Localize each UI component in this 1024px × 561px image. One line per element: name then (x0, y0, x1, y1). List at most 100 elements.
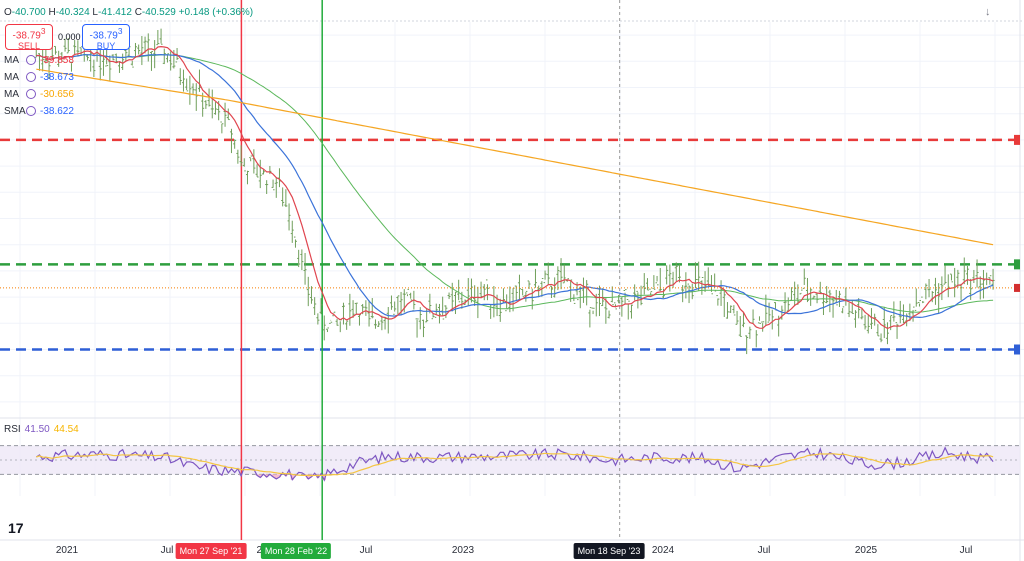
ohlc-bar (185, 78, 189, 92)
ohlc-bar (357, 314, 361, 326)
ohlc-bar (457, 279, 461, 303)
ohlc-bar (194, 83, 198, 111)
ohlc-bar (133, 42, 137, 58)
circle-settings-icon[interactable] (26, 106, 36, 117)
ohlc-bar (796, 284, 800, 305)
buy-button[interactable]: -38.793 BUY (82, 24, 130, 51)
ohlc-bar (981, 269, 985, 299)
ohlc-readout: O-40.700 H-40.324 L-41.412 C-40.529 +0.1… (4, 7, 254, 18)
ohlc-bar (732, 305, 736, 316)
ohlc-bar (441, 296, 445, 320)
level-marker-1 (1014, 259, 1020, 270)
ohlc-bar (277, 168, 281, 188)
ohlc-bar (380, 315, 384, 331)
ohlc-bar (546, 262, 550, 285)
legend-ma-1[interactable]: MA -39.858 (4, 55, 74, 66)
ohlc-bar (828, 289, 832, 313)
ohlc-bar (73, 40, 77, 55)
ohlc-bar (722, 289, 726, 317)
ohlc-bar (249, 155, 253, 162)
x-tick-label: 2024 (651, 545, 675, 556)
circle-settings-icon[interactable] (26, 55, 36, 66)
ohlc-bar (114, 53, 118, 64)
ohlc-bar (661, 288, 665, 299)
legend-ma-3[interactable]: MA -30.656 (4, 89, 74, 100)
buy-price: -38.79 (89, 30, 118, 42)
ohlc-bar (309, 286, 313, 304)
ohlc-bar (978, 276, 982, 300)
level-marker-0 (1014, 134, 1020, 145)
ohlc-bar (706, 267, 710, 287)
ohlc-bar (146, 33, 150, 62)
ohlc-bar (905, 313, 909, 327)
ohlc-bar (754, 325, 758, 348)
ohlc-bar (537, 285, 541, 298)
ohlc-bar (949, 273, 953, 283)
ohlc-bar (937, 283, 941, 314)
ohlc-bar (757, 316, 761, 324)
ohlc-bar (892, 301, 896, 322)
ohlc-bar (220, 121, 224, 134)
ohlc-close: C (134, 7, 142, 18)
ohlc-bar (143, 36, 147, 54)
ohlc-bar (924, 283, 928, 300)
ohlc-bar (783, 292, 787, 314)
ohlc-bar (156, 30, 160, 46)
ohlc-bar (367, 300, 371, 327)
ohlc-bar (191, 83, 195, 94)
ohlc-bar (725, 302, 729, 319)
ohlc-bar (338, 319, 342, 333)
ohlc-bar (805, 277, 809, 303)
ohlc-bar (850, 300, 854, 314)
ohlc-bar (591, 307, 595, 315)
circle-settings-icon[interactable] (26, 89, 36, 100)
ohlc-bar (655, 275, 659, 286)
legend-sma[interactable]: SMA -38.622 (4, 106, 74, 117)
ohlc-bar (197, 69, 201, 92)
ohlc-bar (841, 306, 845, 314)
ohlc-bar (393, 301, 397, 315)
ohlc-bar (693, 262, 697, 289)
ohlc-bar (716, 295, 720, 306)
ohlc-bar (831, 296, 835, 318)
ohlc-bar (972, 269, 976, 284)
ohlc-bar (364, 300, 368, 316)
ohlc-bar (348, 293, 352, 326)
tradingview-logo[interactable]: 17 (8, 520, 24, 536)
ohlc-bar (940, 276, 944, 301)
ohlc-bar (201, 92, 205, 117)
ohlc-bar (300, 249, 304, 271)
ohlc-bar (943, 265, 947, 285)
arrow-down-icon[interactable]: ↓ (985, 6, 991, 18)
rsi-label: RSI (4, 424, 21, 435)
ohlc-bar (610, 286, 614, 306)
ohlc-low: L (92, 7, 98, 18)
rsi-value: 41.50 (24, 424, 50, 435)
ohlc-bar (271, 179, 275, 191)
ohlc-bar (607, 310, 611, 319)
ohlc-bar (629, 304, 633, 319)
circle-settings-icon[interactable] (26, 72, 36, 83)
ohlc-bar (421, 319, 425, 338)
ohlc-bar (901, 304, 905, 324)
ohlc-bar (588, 307, 592, 328)
ohlc-bar (159, 28, 163, 45)
ohlc-bar (876, 324, 880, 337)
legend-ma-2-value: -38.673 (40, 72, 74, 83)
ohlc-bar (658, 268, 662, 292)
ohlc-bar (674, 262, 678, 282)
ohlc-bar (626, 299, 630, 320)
ohlc-bar (479, 281, 483, 298)
ohlc-bar (245, 170, 249, 185)
ohlc-bar (377, 321, 381, 327)
ohlc-bar (399, 291, 403, 315)
rsi-legend[interactable]: RSI 41.50 44.54 (4, 424, 79, 435)
ohlc-bar (188, 75, 192, 105)
ohlc-bar (729, 305, 733, 313)
legend-ma-2[interactable]: MA -38.673 (4, 72, 74, 83)
sell-button[interactable]: -38.793 SELL (5, 24, 53, 51)
ohlc-bar (473, 285, 477, 307)
ohlc-bar (620, 296, 624, 317)
ohlc-bar (853, 310, 857, 328)
